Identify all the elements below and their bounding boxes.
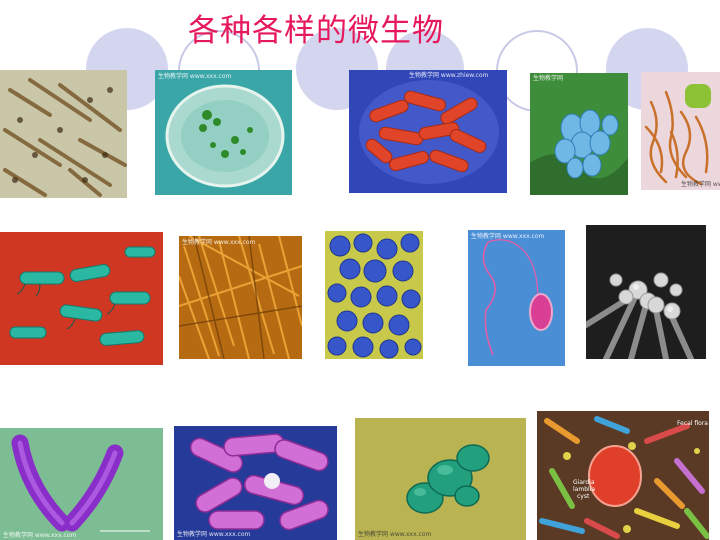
- watermark-caption: 生物教学网 www.zhiew.com: [409, 71, 489, 79]
- label-giardia: Giardia: [573, 479, 595, 486]
- blue-spore-cluster-image: 生物教学网: [530, 73, 628, 195]
- watermark-caption: 生物教学网 www.xxx.com: [3, 531, 77, 539]
- label-lamblia: lamblia: [573, 486, 595, 493]
- watermark-caption: 生物教学网 www.xxx.com: [158, 72, 232, 80]
- filamentous-bacteria-image: 生物教学网 www.xxx.com: [641, 72, 720, 190]
- label-fecal-flora: Fecal flora: [677, 420, 708, 427]
- pink-rod-bacteria-image: 生物教学网 www.xxx.com: [174, 426, 337, 540]
- bacteria-micrograph-tem: [0, 70, 127, 198]
- watermark-caption: 生物教学网: [533, 74, 563, 82]
- blue-cocci-image: [325, 231, 423, 359]
- green-bacteria-red-surface-image: [0, 232, 163, 365]
- watermark-caption: 生物教学网 www.xxx.com: [471, 232, 545, 240]
- watermark-caption: 生物教学网 www.xxx.com: [182, 238, 256, 246]
- fungal-sem-image: [586, 225, 706, 359]
- watermark-caption: 生物教学网 www.xxx.com: [358, 530, 432, 538]
- fecal-flora-sem-image: Fecal flora Giardia lamblia cyst: [537, 411, 709, 540]
- red-rod-bacteria-image: 生物教学网 www.zhiew.com: [349, 70, 507, 193]
- fibrous-mat-image: 生物教学网 www.xxx.com: [179, 236, 302, 359]
- slide-title: 各种各样的微生物: [188, 13, 444, 49]
- budding-yeast-image: 生物教学网 www.xxx.com: [355, 418, 526, 540]
- watermark-caption: 生物教学网 www.xxx.com: [177, 530, 251, 538]
- label-cyst: cyst: [577, 493, 590, 500]
- flagellate-cell-image: 生物教学网 www.xxx.com: [468, 230, 565, 366]
- v-shaped-bacteria-image: 生物教学网 www.xxx.com: [0, 428, 163, 540]
- paramecium-image: 生物教学网 www.xxx.com: [155, 70, 292, 195]
- watermark-caption: 生物教学网 www.xxx.com: [681, 180, 720, 188]
